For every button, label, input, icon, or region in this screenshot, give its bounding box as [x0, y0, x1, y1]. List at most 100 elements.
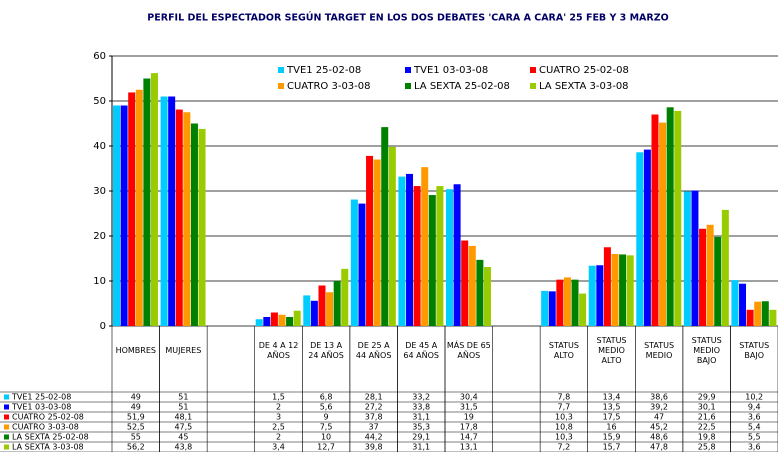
- bar: [691, 190, 699, 326]
- row-label: TVE1 25-02-08: [11, 393, 71, 402]
- legend-label: TVE1 25-02-08: [286, 65, 361, 76]
- row-swatch: [4, 424, 9, 430]
- category-label: STATUS MEDIO: [644, 341, 674, 360]
- bar: [579, 293, 587, 326]
- bar: [286, 317, 294, 326]
- row-label: LA SEXTA 25-02-08: [12, 433, 89, 442]
- table-value: 7,7: [558, 403, 571, 412]
- bar: [135, 89, 143, 326]
- y-tick-label: 20: [93, 231, 106, 242]
- bar: [436, 186, 444, 326]
- table-value: 31,1: [412, 413, 430, 422]
- table-value: 7,8: [558, 393, 571, 402]
- table-value: 21,6: [698, 413, 716, 422]
- table-value: 17,5: [603, 413, 621, 422]
- bar: [731, 280, 739, 326]
- table-value: 13,1: [460, 443, 478, 452]
- table-value: 29,9: [698, 393, 716, 402]
- legend-swatch: [278, 67, 284, 73]
- bar: [406, 173, 414, 326]
- bar: [643, 149, 651, 326]
- table-value: 13,5: [603, 403, 621, 412]
- bar: [548, 291, 556, 326]
- bar: [761, 301, 769, 326]
- table-value: 10,8: [555, 423, 573, 432]
- bar: [659, 122, 667, 326]
- bar: [278, 314, 286, 326]
- table-value: 5,6: [320, 403, 333, 412]
- bar: [113, 105, 120, 326]
- table-value: 39,8: [365, 443, 383, 452]
- table-value: 3,4: [272, 443, 285, 452]
- row-swatch: [4, 404, 9, 410]
- category-label: DE 13 A 24 AÑOS: [308, 341, 344, 360]
- category-label: STATUS BAJO: [739, 341, 769, 360]
- table-value: 33,2: [412, 393, 430, 402]
- table-value: 45,2: [650, 423, 668, 432]
- bar: [175, 109, 183, 326]
- table-value: 25,8: [698, 443, 716, 452]
- row-label: CUATRO 25-02-08: [12, 413, 84, 422]
- bar: [626, 255, 634, 326]
- y-tick-label: 60: [93, 51, 106, 62]
- table-value: 13,4: [603, 393, 621, 402]
- bar: [198, 128, 206, 326]
- table-value: 15,7: [603, 443, 621, 452]
- table-value: 49: [131, 403, 141, 412]
- table-value: 37,8: [365, 413, 383, 422]
- bar: [168, 96, 176, 326]
- row-swatch: [4, 394, 9, 400]
- category-label: STATUS MEDIO ALTO: [596, 336, 626, 365]
- bar: [596, 265, 604, 326]
- bar: [446, 189, 453, 326]
- bar: [619, 254, 627, 326]
- bar: [333, 281, 341, 326]
- table-value: 33,8: [412, 403, 430, 412]
- category-label: STATUS MEDIO BAJO: [692, 336, 722, 365]
- table-value: 2,5: [272, 423, 285, 432]
- table-value: 22,5: [698, 423, 716, 432]
- legend-label: CUATRO 3-03-08: [287, 81, 371, 92]
- bar: [143, 78, 151, 326]
- table-value: 51,9: [127, 413, 145, 422]
- y-tick-label: 10: [93, 276, 106, 287]
- table-value: 47,5: [174, 423, 192, 432]
- row-swatch: [4, 434, 9, 440]
- bar: [571, 279, 579, 326]
- table-value: 55: [131, 433, 141, 442]
- bar: [381, 127, 389, 326]
- table-value: 2: [276, 403, 281, 412]
- bar: [476, 259, 484, 326]
- bar: [683, 191, 691, 326]
- bar: [563, 277, 571, 326]
- legend-swatch: [530, 67, 536, 73]
- bar: [428, 195, 436, 326]
- bar: [358, 203, 366, 326]
- table-value: 56,2: [127, 443, 145, 452]
- table-value: 12,7: [317, 443, 335, 452]
- table-value: 10,2: [745, 393, 763, 402]
- table-value: 15,9: [603, 433, 621, 442]
- bar: [373, 159, 381, 326]
- table-value: 17,8: [460, 423, 478, 432]
- table-value: 10,3: [555, 413, 573, 422]
- legend-label: CUATRO 25-02-08: [539, 65, 629, 76]
- bar: [453, 184, 461, 326]
- category-label: HOMBRES: [116, 346, 156, 355]
- table-value: 37: [369, 423, 379, 432]
- bar: [611, 254, 619, 326]
- table-value: 30,4: [460, 393, 478, 402]
- bar: [190, 123, 198, 326]
- bar: [651, 114, 659, 326]
- table-value: 48,1: [174, 413, 192, 422]
- bar: [255, 319, 263, 326]
- table-value: 51: [178, 403, 188, 412]
- legend-swatch: [405, 83, 411, 89]
- chart-title: PERFIL DEL ESPECTADOR SEGÚN TARGET EN LO…: [147, 12, 668, 24]
- legend-swatch: [405, 67, 411, 73]
- table-value: 47: [654, 413, 664, 422]
- table-value: 5,4: [748, 423, 761, 432]
- legend-label: LA SEXTA 3-03-08: [539, 81, 629, 92]
- bar: [754, 301, 762, 326]
